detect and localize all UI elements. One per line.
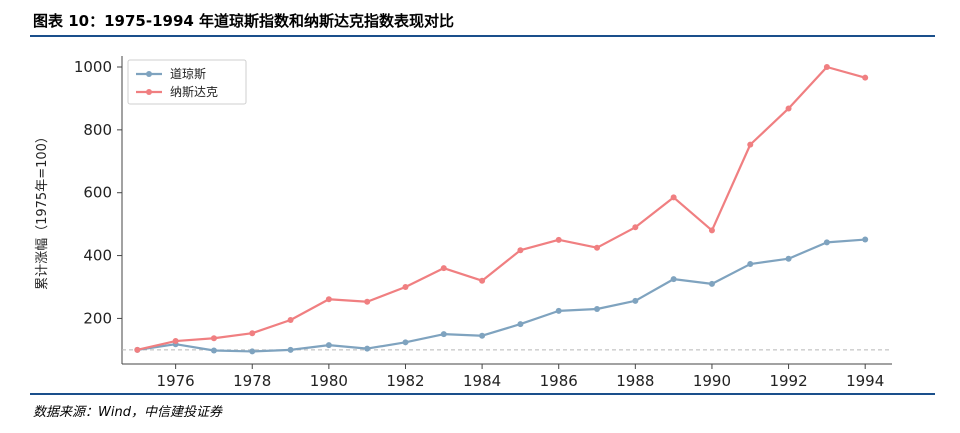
data-point [670,194,677,201]
data-point [325,342,332,349]
data-point [823,64,830,70]
y-tick-label: 800 [83,121,112,139]
data-point [862,236,869,243]
x-tick-label: 1978 [233,372,271,388]
data-point [594,306,601,312]
data-point [479,277,486,284]
data-point [517,321,524,328]
data-point [172,338,179,345]
x-tick-label: 1980 [310,372,348,388]
series-nasdaq [134,64,869,353]
x-tick-label: 1984 [463,372,501,388]
x-tick-label: 1986 [540,372,578,388]
legend-label: 道琼斯 [170,66,206,81]
data-point [862,74,869,81]
x-tick-label: 1982 [386,372,424,388]
source-rule [30,393,935,395]
series-line [137,238,866,353]
data-point [670,276,677,283]
data-point [440,331,447,338]
data-point [325,296,332,303]
data-point [402,339,409,346]
series-line [137,65,866,351]
y-axis-label-group: 累计涨幅（1975年=100） [35,130,50,290]
data-point [364,298,371,305]
y-tick-label: 400 [83,247,112,265]
data-point [517,247,524,254]
legend-label: 纳斯达克 [170,85,218,99]
data-point [134,346,141,353]
data-point [364,345,371,352]
x-tick-label: 1994 [846,372,884,388]
data-point [210,347,217,354]
data-point [479,332,486,339]
data-point [708,280,715,287]
x-tick-label: 1992 [769,372,807,388]
data-point [440,265,447,272]
x-tick-label: 1990 [693,372,731,388]
legend-swatch-marker [146,71,152,77]
data-point [747,261,754,268]
data-point [555,236,562,243]
data-point [708,227,715,234]
chart-series [134,64,869,355]
source-note: 数据来源：Wind，中信建投证券 [33,405,222,420]
y-tick-label: 1000 [74,58,112,76]
data-point [210,335,217,342]
data-point [823,239,830,246]
data-point [785,255,792,262]
title-rule [30,35,935,37]
series-dow-jones [134,236,869,355]
x-tick-label: 1976 [157,372,195,388]
data-point [747,141,754,148]
data-point [287,317,294,323]
data-point [632,224,639,231]
data-point [402,284,409,290]
data-point [287,346,294,353]
data-point [632,297,639,304]
y-axis-label: 累计涨幅（1975年=100） [35,130,50,290]
y-tick-label: 200 [83,309,112,327]
x-tick-label: 1988 [616,372,654,388]
line-chart: 200 400 600 800 1000 1976 1978 1980 1982 1984 1986… [35,56,892,388]
figure-title: 图表 10：1975-1994 年道琼斯指数和纳斯达克指数表现对比 [33,12,455,30]
legend-swatch-marker [146,89,152,95]
data-point [785,105,792,112]
data-point [249,348,256,355]
data-point [249,330,256,337]
y-tick-label: 600 [83,184,112,202]
data-point [594,244,601,251]
data-point [555,307,562,314]
